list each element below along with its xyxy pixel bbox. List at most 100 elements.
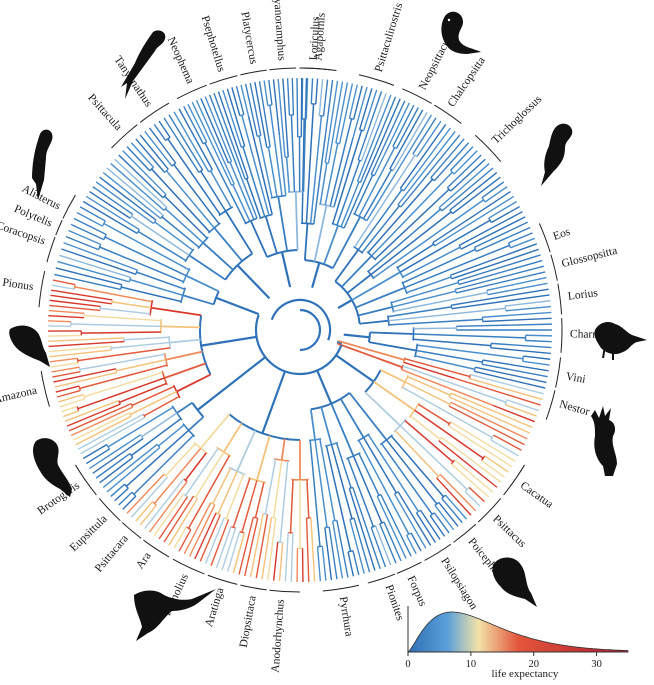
branch	[49, 305, 100, 310]
branch	[48, 338, 124, 341]
branch	[96, 182, 153, 224]
genus-bracket	[539, 223, 550, 252]
branch	[124, 337, 169, 339]
branch-arc	[217, 447, 231, 456]
branch	[292, 78, 293, 115]
genus-bracket	[269, 68, 296, 70]
branch	[77, 213, 102, 226]
branch-arc	[349, 118, 353, 119]
branch	[279, 542, 282, 581]
branch	[52, 285, 74, 289]
branch-arc	[393, 147, 397, 149]
branch	[307, 518, 309, 582]
branch	[297, 78, 298, 137]
branch	[274, 542, 278, 581]
branch	[115, 488, 129, 501]
branch	[48, 335, 81, 336]
branch	[184, 106, 203, 143]
branch	[470, 375, 543, 394]
tree-clade	[301, 78, 431, 288]
branch	[174, 527, 186, 548]
branch-arc	[523, 356, 524, 361]
genus-label: Glossopsitta	[560, 245, 618, 270]
genus-bracket	[240, 70, 266, 75]
genus-bracket	[558, 284, 562, 315]
branch	[177, 375, 211, 392]
branch-arc	[404, 357, 405, 362]
branch	[161, 326, 200, 327]
lovebird-silhouette-icon	[492, 558, 537, 608]
branch	[391, 436, 443, 497]
branch	[318, 547, 321, 581]
genus-label: Platycercus	[238, 11, 259, 66]
branch	[179, 530, 191, 552]
branch	[526, 335, 552, 336]
branch	[507, 400, 539, 411]
genus-label: Cyanoramphus	[271, 0, 288, 62]
branch	[223, 90, 241, 147]
branch	[316, 79, 318, 104]
branch	[80, 417, 145, 453]
branch	[154, 124, 165, 140]
branch	[201, 414, 230, 448]
branch	[51, 363, 78, 367]
branch	[228, 532, 240, 572]
genus-label: Diopsittaca	[238, 595, 259, 649]
branch	[52, 367, 80, 372]
branch	[338, 341, 404, 360]
genus-label: Lorius	[567, 287, 599, 303]
branch	[354, 86, 363, 119]
branch-arc	[174, 385, 180, 398]
branch	[353, 551, 359, 575]
branch	[233, 478, 250, 527]
genus-label: Loriculus	[308, 15, 322, 60]
branch	[435, 196, 514, 245]
branch-arc	[369, 332, 370, 342]
branch	[165, 196, 208, 238]
branch	[256, 482, 264, 517]
genus-label: Ara	[134, 550, 154, 571]
branch	[319, 79, 322, 116]
genus-label: Eos	[552, 226, 573, 243]
branch	[491, 343, 551, 347]
branch-arc	[469, 375, 470, 379]
branch-arc	[224, 518, 228, 520]
branch	[331, 404, 353, 456]
genus-label: Trichoglossus	[490, 93, 545, 147]
branch	[485, 456, 508, 472]
branch	[333, 521, 343, 578]
branch	[165, 209, 203, 243]
branch	[264, 81, 268, 106]
branch	[317, 371, 331, 404]
branch	[100, 457, 133, 482]
branch	[315, 205, 327, 261]
branch	[262, 371, 285, 433]
branch-arc	[474, 247, 476, 251]
branch	[296, 192, 298, 250]
branch-arc	[348, 551, 353, 552]
branch	[100, 308, 150, 313]
branch	[505, 405, 537, 417]
genus-bracket	[359, 75, 394, 86]
genus-label: Eupsittula	[68, 513, 110, 554]
genus-bracket	[39, 271, 45, 307]
branch	[321, 407, 331, 444]
branch	[324, 226, 338, 265]
branch	[483, 318, 552, 321]
branch	[80, 207, 105, 221]
branch-arc	[371, 174, 374, 175]
branch	[52, 372, 80, 377]
branch	[306, 78, 307, 112]
branch-arc	[263, 513, 267, 514]
genus-label: Vini	[565, 371, 587, 386]
branch	[71, 324, 161, 326]
branch	[75, 287, 152, 302]
genus-bracket	[210, 76, 238, 84]
branch	[80, 354, 165, 369]
branch	[349, 393, 386, 440]
branch	[169, 498, 198, 545]
branch	[358, 307, 392, 316]
branch	[242, 480, 257, 532]
genus-label: Psephotellus	[199, 14, 228, 74]
